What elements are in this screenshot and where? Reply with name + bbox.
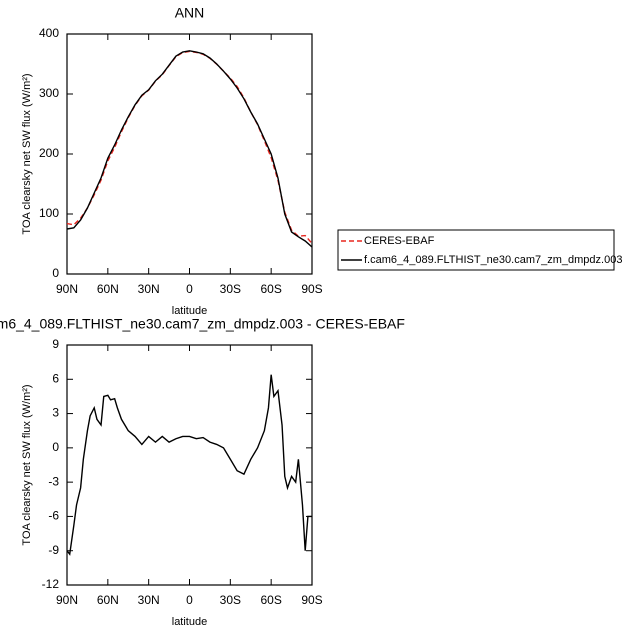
y-tick-label: 200: [39, 146, 59, 160]
x-axis-title: latitude: [172, 305, 207, 317]
y-tick-label: 0: [52, 440, 59, 454]
x-tick-label: 60N: [97, 282, 119, 296]
legend-label: CERES-EBAF: [364, 235, 435, 247]
y-tick-label: 6: [52, 371, 59, 385]
y-tick-label: 300: [39, 86, 59, 100]
plot-frame: [66, 344, 313, 586]
y-tick-label: -3: [48, 474, 59, 488]
series-line: [66, 50, 313, 244]
series-line: [66, 50, 313, 248]
chart-title: f.cam6_4_089.FLTHIST_ne30.cam7_zm_dmpdz.…: [0, 316, 405, 332]
series-line: [66, 374, 312, 556]
y-tick-label: 9: [52, 337, 59, 351]
x-tick-label: 90N: [56, 282, 78, 296]
y-axis-title: TOA clearsky net SW flux (W/m²): [21, 384, 33, 545]
plot-frame: [66, 33, 313, 275]
y-tick-label: 400: [39, 26, 59, 40]
y-tick-label: 0: [52, 266, 59, 280]
x-tick-label: 90S: [301, 282, 322, 296]
x-tick-label: 90N: [56, 593, 78, 607]
y-tick-label: -12: [42, 577, 60, 591]
y-tick-label: 100: [39, 206, 59, 220]
legend-label: f.cam6_4_089.FLTHIST_ne30.cam7_zm_dmpdz.…: [364, 254, 622, 266]
x-tick-label: 0: [186, 593, 193, 607]
y-axis-title: TOA clearsky net SW flux (W/m²): [21, 73, 33, 234]
x-tick-label: 30N: [138, 282, 160, 296]
x-tick-label: 60N: [97, 593, 119, 607]
y-tick-label: -6: [48, 509, 59, 523]
y-tick-label: 3: [52, 406, 59, 420]
legend-box: [337, 229, 615, 271]
x-tick-label: 30S: [220, 282, 241, 296]
y-tick-label: -9: [48, 543, 59, 557]
x-tick-label: 30N: [138, 593, 160, 607]
x-axis-title: latitude: [172, 616, 207, 628]
x-tick-label: 90S: [301, 593, 322, 607]
x-tick-label: 60S: [260, 282, 281, 296]
chart-title: ANN: [175, 5, 205, 21]
x-tick-label: 30S: [220, 593, 241, 607]
x-tick-label: 60S: [260, 593, 281, 607]
x-tick-label: 0: [186, 282, 193, 296]
